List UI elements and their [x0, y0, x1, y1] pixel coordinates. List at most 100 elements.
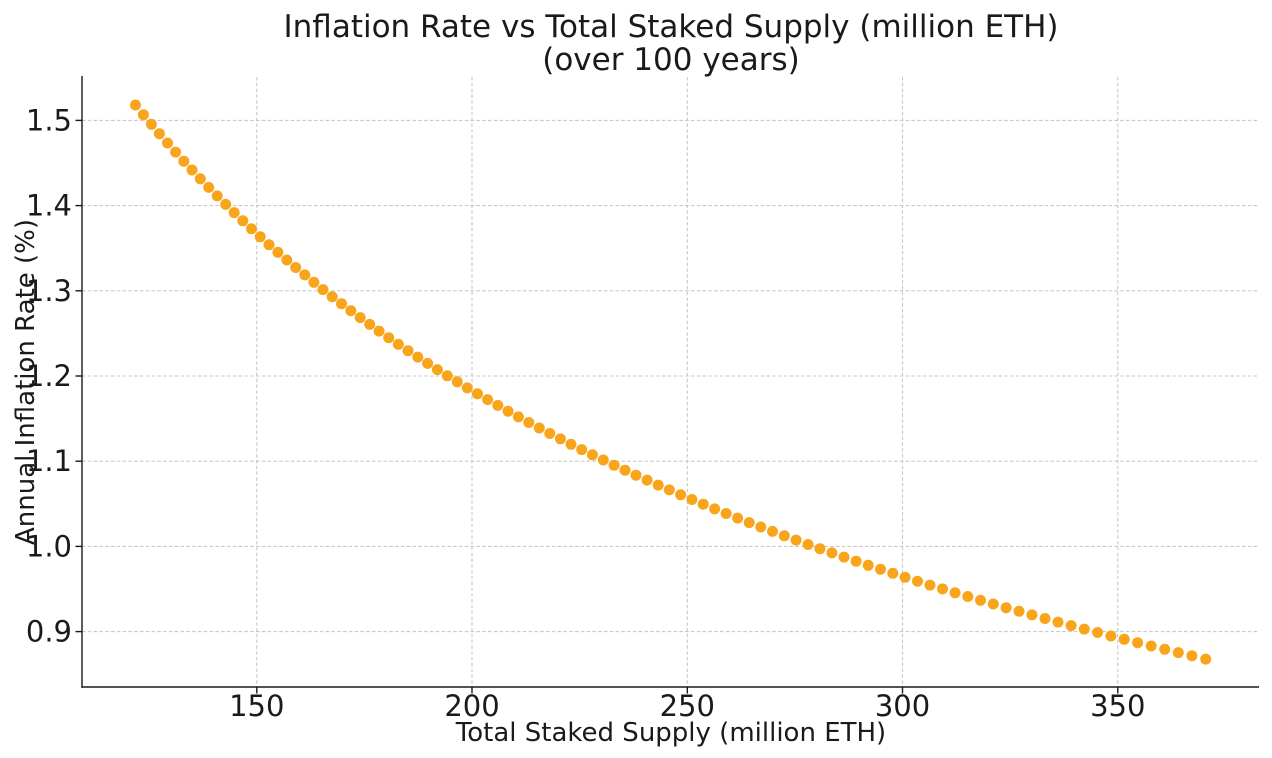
data-point [937, 583, 948, 595]
data-point [975, 594, 986, 606]
data-point [512, 411, 524, 423]
data-point [336, 298, 347, 310]
data-point [246, 223, 257, 235]
data-point [850, 555, 862, 567]
x-axis-label: Total Staked Supply (million ETH) [455, 718, 886, 748]
data-point [732, 512, 744, 524]
data-point [153, 128, 165, 140]
data-point [317, 284, 329, 296]
y-tick-label: 1.3 [26, 274, 72, 308]
data-point [145, 118, 157, 130]
data-point [392, 338, 404, 350]
data-point [619, 464, 631, 476]
data-point [345, 305, 357, 317]
chart-title: Inflation Rate vs Total Staked Supply (m… [284, 9, 1059, 45]
data-point [211, 190, 223, 202]
data-point [962, 591, 974, 602]
data-point [576, 444, 588, 456]
data-point [237, 215, 249, 227]
data-point [472, 388, 483, 400]
data-point [686, 494, 698, 505]
axes-spines [81, 76, 1259, 688]
data-point [1172, 647, 1184, 659]
data-point [162, 137, 173, 149]
x-tick-label: 350 [1090, 689, 1145, 723]
x-tick-label: 300 [875, 689, 930, 723]
data-point [137, 109, 149, 121]
data-point [373, 325, 385, 337]
data-point [924, 579, 936, 591]
data-point [554, 433, 566, 445]
data-point [354, 312, 366, 324]
data-point [194, 173, 206, 185]
data-point [178, 155, 190, 167]
data-point [1118, 633, 1130, 645]
data-point [254, 231, 266, 243]
y-tick-labels: 0.9 1.0 1.1 1.2 1.3 1.4 1.5 [26, 103, 72, 648]
data-point [630, 469, 642, 481]
y-axis-label: Annual Inflation Rate (%) [11, 219, 41, 545]
data-point [862, 559, 874, 571]
y-tick-label: 0.9 [26, 615, 72, 649]
data-point [597, 454, 609, 466]
data-point [1200, 653, 1212, 665]
data-point [364, 318, 376, 330]
data-point [1159, 643, 1171, 655]
data-point [412, 351, 424, 363]
data-point [203, 181, 215, 193]
data-point [533, 422, 545, 434]
data-point [1105, 630, 1117, 642]
data-point [308, 276, 320, 288]
data-point [1065, 620, 1077, 632]
y-tick-label: 1.0 [26, 529, 72, 563]
y-tick-label: 1.2 [26, 359, 72, 393]
data-point [586, 449, 598, 461]
data-point [461, 382, 473, 394]
data-point [1186, 650, 1198, 662]
data-point [1052, 616, 1064, 628]
data-point [1026, 609, 1038, 621]
data-point [875, 563, 886, 575]
data-point [1145, 640, 1157, 652]
data-point [422, 357, 434, 369]
data-point [451, 376, 463, 388]
data-point [743, 517, 755, 529]
data-point [814, 543, 826, 555]
data-point [767, 525, 778, 537]
gridlines [82, 77, 1259, 687]
data-point [652, 479, 664, 491]
data-point [186, 164, 198, 176]
data-point [720, 508, 732, 519]
data-point [641, 474, 653, 486]
data-point [709, 503, 721, 515]
data-point [441, 370, 453, 382]
data-point [523, 417, 535, 428]
data-point [755, 521, 767, 533]
data-point [697, 498, 709, 510]
data-point [1013, 605, 1025, 617]
data-point [565, 438, 577, 450]
data-point [170, 146, 182, 158]
data-point [482, 394, 494, 406]
data-point [130, 99, 141, 111]
data-point [1132, 637, 1144, 649]
data-point [492, 399, 504, 411]
data-point [802, 539, 814, 550]
data-point [663, 484, 675, 496]
data-point [544, 428, 556, 439]
data-point [383, 332, 395, 344]
data-point [826, 547, 838, 559]
y-tick-label: 1.1 [26, 444, 72, 478]
x-tick-label: 150 [229, 689, 284, 723]
data-point [281, 254, 293, 266]
x-tick-labels: 150 200 250 300 350 [229, 689, 1145, 723]
data-point [1092, 627, 1104, 638]
data-point [912, 575, 923, 587]
data-point [778, 530, 790, 542]
data-point [1078, 623, 1090, 635]
data-point [220, 198, 232, 210]
data-point [290, 262, 302, 273]
data-points-series [130, 99, 1212, 665]
